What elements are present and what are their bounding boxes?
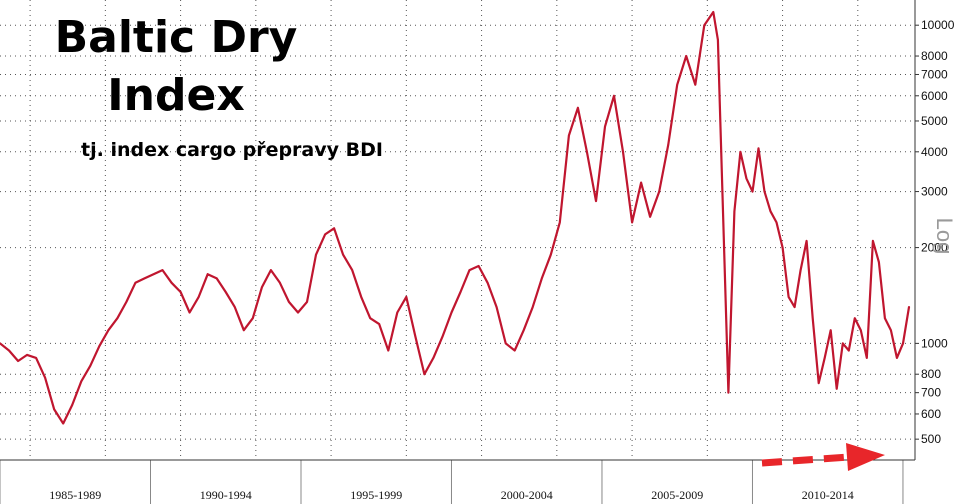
arrow-shaft: [761, 453, 851, 467]
x-tick-label: 2000-2004: [501, 488, 553, 502]
x-tick-label: 2010-2014: [802, 488, 854, 502]
x-tick-label: 1995-1999: [350, 488, 402, 502]
y-tick-label: 500: [921, 432, 941, 446]
chart-title-line-1: Baltic Dry: [55, 12, 298, 63]
log-scale-label: Log: [932, 218, 957, 255]
y-tick-label: 2000: [921, 241, 948, 255]
chart-title-line-2: Index: [107, 70, 244, 121]
x-tick-label: 2005-2009: [651, 488, 703, 502]
y-tick-label: 6000: [921, 89, 948, 103]
chart-subtitle: tj. index cargo přepravy BDI: [81, 139, 383, 161]
y-tick-label: 700: [921, 386, 941, 400]
y-tick-label: 800: [921, 367, 941, 381]
y-tick-label: 7000: [921, 67, 948, 81]
arrow-head: [846, 443, 885, 471]
x-axis: 1985-1989 1990-1994 1995-1999 2000-2004 2005…: [0, 459, 915, 504]
y-tick-label: 1000: [921, 336, 948, 350]
y-tick-label: 3000: [921, 185, 948, 199]
y-tick-label: 4000: [921, 145, 948, 159]
series-line-bdi: [0, 10, 911, 425]
y-tick-label: 10000: [921, 18, 955, 32]
x-tick-label: 1990-1994: [200, 488, 252, 502]
x-tick-label: 1985-1989: [49, 488, 101, 502]
y-tick-label: 600: [921, 407, 941, 421]
y-tick-label: 5000: [921, 114, 948, 128]
y-tick-label: 8000: [921, 49, 948, 63]
y-axis: 500 600 700 800 1000 2000 3000 4000 5000 6000 7000…: [914, 0, 955, 460]
dashed-arrow-annotation: [761, 443, 885, 471]
